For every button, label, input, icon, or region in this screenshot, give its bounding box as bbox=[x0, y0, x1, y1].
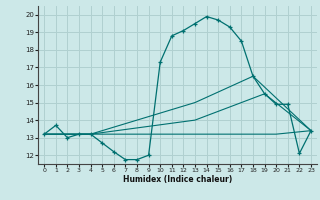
X-axis label: Humidex (Indice chaleur): Humidex (Indice chaleur) bbox=[123, 175, 232, 184]
